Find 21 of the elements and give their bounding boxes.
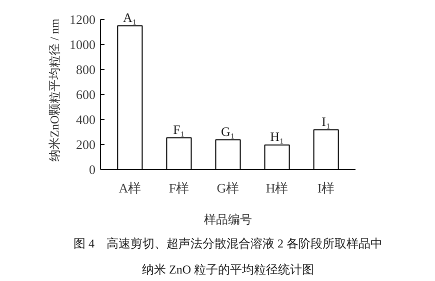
y-tick-label: 0 [89, 162, 96, 177]
y-tick-label: 200 [76, 137, 96, 152]
y-tick-label: 1000 [70, 37, 96, 52]
y-axis-title: 纳米ZnO颗粒平均粒径 / nm [48, 18, 62, 162]
y-tick-label: 1200 [70, 12, 96, 27]
text: 纳米 ZnO 粒子的平均粒径统计图 [142, 262, 314, 276]
caption: 图 4 高速剪切、超声法分散混合溶液 2 各阶段所取样品中 [74, 236, 382, 250]
data-label: G₁ [221, 124, 235, 139]
data-label: H₁ [270, 129, 284, 144]
y-tick-label: 600 [76, 87, 96, 102]
x-tick-label: G样 [216, 180, 240, 196]
x-axis-title: 样品编号 [204, 212, 252, 226]
x-tick-label: A样 [118, 180, 142, 196]
x-tick-label: I样 [317, 180, 335, 196]
x-tick-label: H样 [266, 180, 288, 196]
data-label: I₁ [322, 114, 331, 129]
y-tick-label: 400 [76, 112, 96, 127]
data-label: A₁ [122, 10, 137, 25]
y-tick-label: 800 [76, 62, 96, 77]
data-label: F₁ [173, 122, 185, 137]
x-tick-label: F样 [168, 180, 190, 196]
